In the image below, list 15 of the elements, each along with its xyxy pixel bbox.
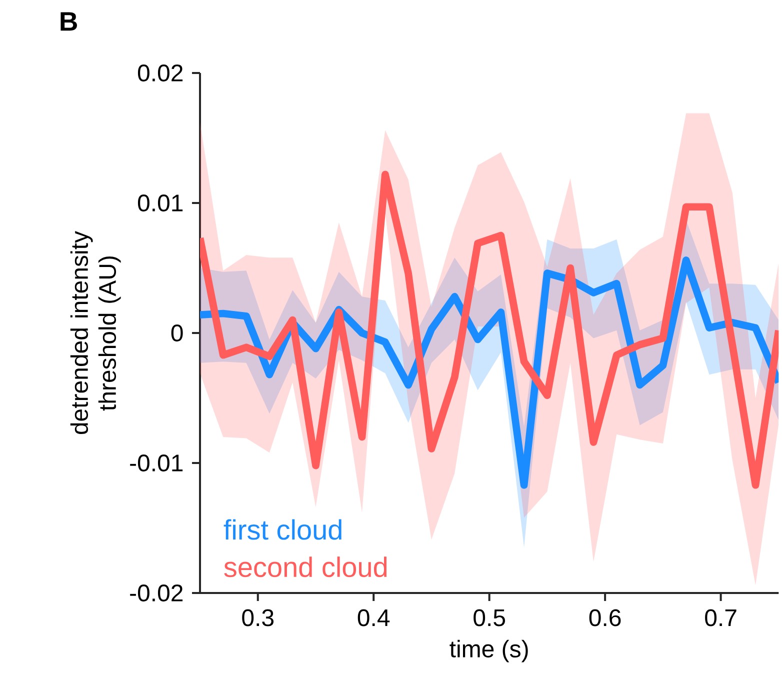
text: B (60, 12, 77, 31)
x-axis-title: time (s) (450, 640, 528, 662)
text: second cloud (224, 556, 387, 578)
y-tick-label: -0.02 (130, 584, 183, 602)
y-tick-label: 0.01 (138, 194, 183, 212)
y-tick-label: -0.01 (130, 454, 183, 472)
x-tick-label: 0.3 (242, 609, 274, 626)
x-tick-label: 0.5 (474, 609, 506, 626)
y-axis-title: detrended intensity threshold (AU) (70, 231, 121, 434)
x-tick-label: 0.6 (589, 609, 621, 626)
y-tick-label: 0 (171, 324, 183, 342)
y-tick-label: 0.02 (138, 64, 183, 82)
text: first cloud (224, 519, 342, 540)
x-tick-label: 0.4 (358, 609, 390, 626)
x-tick-label: 0.7 (705, 609, 736, 626)
